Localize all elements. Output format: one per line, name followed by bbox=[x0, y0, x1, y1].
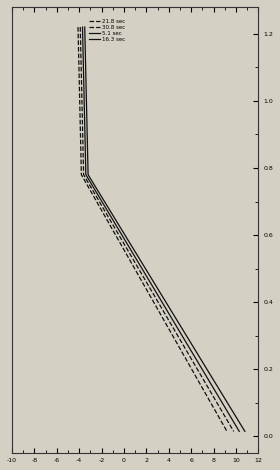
16.3 sec bbox=[83, 24, 87, 30]
16.3 sec bbox=[237, 419, 241, 424]
21.8 sec bbox=[76, 29, 80, 35]
16.3 sec bbox=[144, 266, 147, 272]
30.8 sec bbox=[118, 234, 122, 239]
30.8 sec bbox=[79, 27, 82, 32]
21.8 sec bbox=[104, 214, 107, 220]
30.8 sec bbox=[137, 266, 140, 272]
5.1 sec bbox=[109, 214, 113, 220]
5.1 sec bbox=[232, 419, 235, 424]
5.1 sec bbox=[81, 24, 84, 30]
21.8 sec bbox=[225, 429, 229, 434]
16.3 sec bbox=[243, 429, 247, 434]
30.8 sec bbox=[226, 419, 230, 424]
16.3 sec bbox=[83, 27, 87, 32]
Line: 30.8 sec: 30.8 sec bbox=[80, 27, 234, 431]
Line: 5.1 sec: 5.1 sec bbox=[83, 27, 239, 431]
21.8 sec bbox=[76, 24, 80, 30]
21.8 sec bbox=[220, 419, 223, 424]
5.1 sec bbox=[141, 266, 144, 272]
30.8 sec bbox=[232, 429, 235, 434]
16.3 sec bbox=[83, 29, 87, 35]
16.3 sec bbox=[112, 214, 116, 220]
21.8 sec bbox=[133, 266, 137, 272]
21.8 sec bbox=[115, 234, 118, 239]
5.1 sec bbox=[121, 234, 124, 239]
Line: 16.3 sec: 16.3 sec bbox=[85, 27, 245, 431]
21.8 sec bbox=[76, 27, 80, 32]
5.1 sec bbox=[238, 429, 241, 434]
30.8 sec bbox=[79, 24, 82, 30]
16.3 sec bbox=[124, 234, 127, 239]
30.8 sec bbox=[79, 29, 82, 35]
30.8 sec bbox=[107, 214, 110, 220]
5.1 sec bbox=[81, 27, 84, 32]
Line: 21.8 sec: 21.8 sec bbox=[78, 27, 227, 431]
Legend: 21.8 sec, 30.8 sec, 5.1 sec, 16.3 sec: 21.8 sec, 30.8 sec, 5.1 sec, 16.3 sec bbox=[89, 19, 125, 42]
5.1 sec bbox=[81, 29, 84, 35]
